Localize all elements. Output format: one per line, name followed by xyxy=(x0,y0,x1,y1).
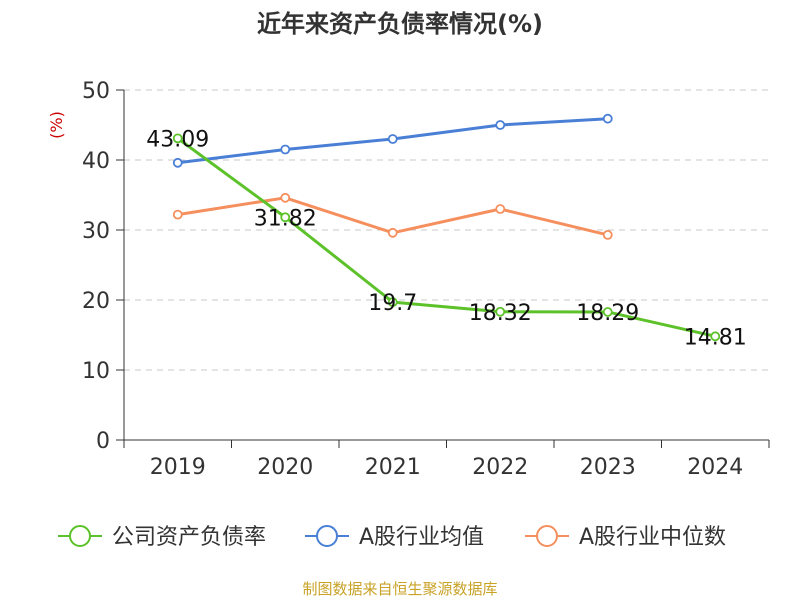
y-tick-label-30: 30 xyxy=(82,219,110,244)
legend-label-1: A股行业均值 xyxy=(359,525,484,550)
data-label-2022: 18.32 xyxy=(469,301,532,326)
series-0-line xyxy=(176,137,716,338)
series-0-point-2019 xyxy=(172,133,183,144)
series-2-point-2020 xyxy=(280,192,291,203)
series-1-point-2022 xyxy=(495,120,506,130)
series-1-point-2019 xyxy=(172,157,183,168)
series-1-point-2020 xyxy=(280,144,291,155)
x-tick-label-2023: 2023 xyxy=(580,455,636,480)
series-0-point-2024 xyxy=(710,331,721,342)
y-tick-label-10: 10 xyxy=(82,359,110,384)
data-label-2020: 31.82 xyxy=(254,206,317,231)
y-tick-label-50: 50 xyxy=(82,79,110,104)
series-layer xyxy=(172,113,721,342)
y-tick-label-40: 40 xyxy=(82,149,110,174)
data-label-2019: 43.09 xyxy=(146,127,209,152)
series-0-point-2023 xyxy=(602,307,613,317)
legend-marker-0 xyxy=(69,525,91,547)
legend[interactable]: 公司资产负债率 A股行业均值 A股行业中位数 xyxy=(58,525,726,550)
legend-marker-2 xyxy=(536,525,558,547)
x-tick-label-2019: 2019 xyxy=(150,455,206,480)
data-label-2021: 19.7 xyxy=(368,291,417,316)
series-2-point-2023 xyxy=(602,229,613,240)
x-tick-label-2020: 2020 xyxy=(257,455,313,480)
series-1-point-2023 xyxy=(602,113,613,124)
series-2-point-2022 xyxy=(495,204,506,214)
axis-layer: 0 10 20 30 40 50 2019 2020 2021 2022 2023 2024 (%) xyxy=(47,79,770,480)
series-2-point-2021 xyxy=(387,227,398,238)
legend-item-0[interactable]: 公司资产负债率 xyxy=(58,525,266,550)
series-0-point-2022 xyxy=(495,306,506,317)
series-1-point-2021 xyxy=(387,134,398,144)
source-note: 制图数据来自恒生聚源数据库 xyxy=(302,580,498,598)
data-label-2023: 18.29 xyxy=(576,301,639,326)
y-axis-unit-label: (%) xyxy=(47,111,66,139)
x-tick-label-2022: 2022 xyxy=(472,455,528,480)
legend-item-2[interactable]: A股行业中位数 xyxy=(525,525,726,550)
y-tick-label-0: 0 xyxy=(96,429,110,454)
series-0-point-2020 xyxy=(280,212,291,223)
series-2-point-2019 xyxy=(172,209,183,220)
legend-label-0: 公司资产负债率 xyxy=(112,525,266,550)
legend-marker-1 xyxy=(316,525,338,547)
legend-item-1[interactable]: A股行业均值 xyxy=(305,525,484,550)
data-label-2024: 14.81 xyxy=(684,325,747,350)
x-tick-label-2021: 2021 xyxy=(365,455,421,480)
y-tick-label-20: 20 xyxy=(82,289,110,314)
x-tick-label-2024: 2024 xyxy=(687,455,743,480)
label-layer: 43.09 31.82 19.7 18.32 18.29 14.81 xyxy=(146,127,746,350)
series-0-point-2021 xyxy=(387,297,398,308)
grid-layer xyxy=(124,89,769,371)
legend-label-2: A股行业中位数 xyxy=(579,525,726,550)
chart-title: 近年来资产负债率情况(%) xyxy=(257,10,543,38)
